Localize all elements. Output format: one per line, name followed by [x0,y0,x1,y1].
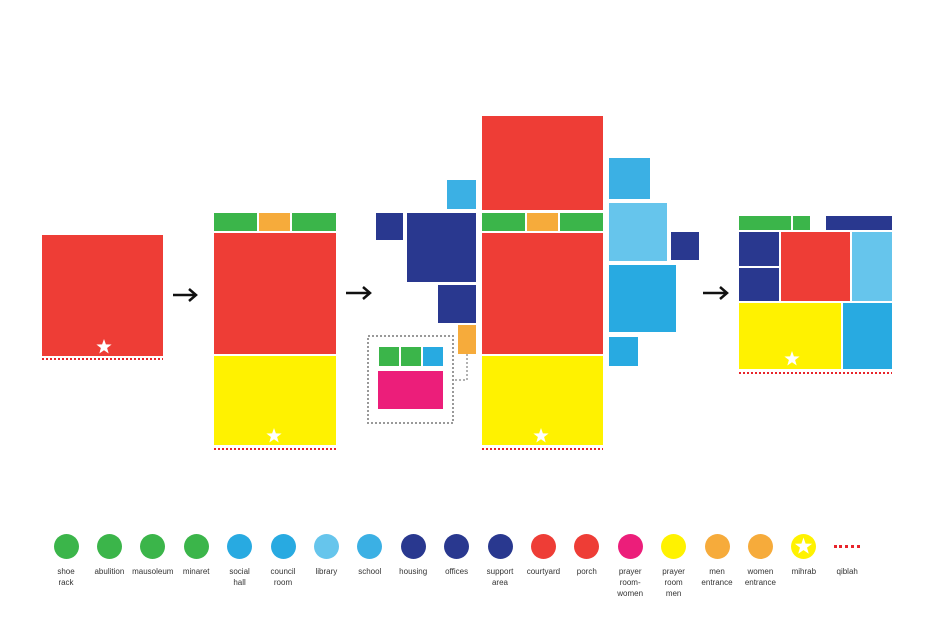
school-block [447,180,476,209]
courtyard-block [214,233,336,354]
social-hall-block [609,158,650,199]
prayer-room-men-block [482,356,603,445]
courtyard-block [781,232,850,301]
courtyard-block [42,235,163,356]
arrow-2-icon [346,286,372,300]
library-block [852,232,892,301]
connector-line [453,354,468,381]
women-area-boundary [367,335,454,424]
social-hall-block [609,265,676,332]
council-room-block [609,337,638,366]
shoe-rack-block [739,216,791,230]
shoe-rack-block [482,213,525,231]
housing-block [739,232,779,266]
prayer-room-women-block [378,371,443,409]
housing-block [376,213,403,240]
ablution-block [560,213,603,231]
housing-block [671,232,699,260]
prayer-room-men-block [214,356,336,445]
support-area-block [438,285,476,323]
social-hall-block [843,303,892,369]
ablution-block [292,213,336,231]
offices-block [826,216,892,230]
stage-1 [42,235,163,360]
council-room-block [423,347,443,366]
entrance-block [259,213,290,231]
stage-4 [739,216,892,374]
offices-block [407,213,476,282]
women-entrance-block [458,325,476,354]
shoe-rack-block [214,213,257,231]
courtyard-block [482,116,603,210]
ablution-block [793,216,810,230]
library-block [609,203,667,261]
men-entrance-block [527,213,558,231]
stage-2 [214,213,336,450]
shoe-rack-block [379,347,399,366]
porch-block [482,233,603,354]
arrow-3-icon [703,286,729,300]
arrow-1-icon [173,288,198,302]
support-area-block [739,268,779,301]
stage-3 [367,116,699,450]
ablution-block [401,347,421,366]
